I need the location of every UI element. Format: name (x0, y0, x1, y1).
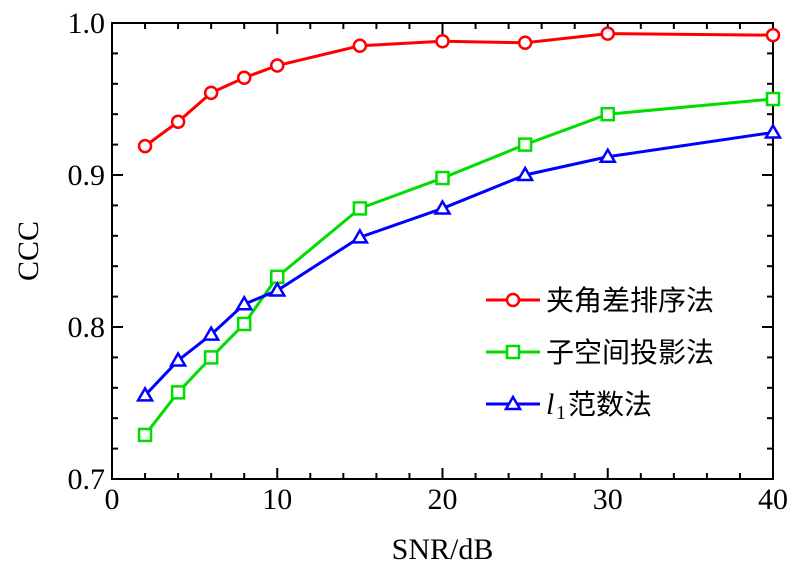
legend-item: 夹角差排序法 (486, 284, 714, 317)
data-point circle-marker (170, 114, 186, 130)
data-point square-marker (170, 385, 186, 400)
data-point square-marker (517, 137, 533, 152)
x-tick-label: 10 (262, 483, 292, 516)
data-point circle-marker (203, 85, 219, 101)
data-point circle-marker (517, 35, 533, 51)
x-tick-label: 40 (758, 483, 788, 516)
data-point triangle-marker (235, 294, 254, 311)
data-point triangle-marker (201, 325, 221, 341)
data-point square-marker (765, 91, 781, 107)
data-point circle-marker (137, 138, 153, 154)
data-point triangle-marker (763, 122, 783, 139)
series-line (143, 97, 774, 436)
data-point circle-marker (352, 38, 368, 54)
x-tick-label: 0 (105, 483, 120, 516)
series-2 (137, 91, 781, 443)
data-point circle-marker (435, 33, 450, 49)
y-tick-label: 0.9 (68, 159, 106, 192)
data-point square-marker (203, 350, 219, 365)
series-3 (135, 122, 783, 402)
legend-triangle-marker (503, 394, 523, 411)
x-axis-title: SNR/dB (392, 533, 494, 566)
data-point square-marker (435, 170, 450, 186)
data-point triangle-marker (433, 198, 452, 215)
y-axis-title: CCC (12, 221, 45, 281)
data-point square-marker (600, 106, 615, 122)
data-point circle-marker (600, 26, 615, 41)
x-tick-label: 30 (593, 483, 623, 516)
legend-label-italic: l (546, 388, 554, 421)
data-point circle-marker (270, 58, 285, 73)
legend-item: l 1 范数法 (486, 388, 652, 424)
data-point triangle-marker (598, 147, 617, 164)
legend-item: 子空间投影法 (486, 336, 714, 369)
data-point circle-marker (236, 70, 252, 85)
data-point triangle-marker (350, 227, 370, 244)
data-point triangle-marker (168, 350, 188, 367)
data-point triangle-marker (135, 385, 155, 402)
y-tick-label: 0.7 (68, 463, 106, 496)
data-point square-marker (352, 201, 368, 216)
series-line (143, 130, 774, 397)
legend-label-subscript: 1 (556, 402, 566, 424)
data-point circle-marker (765, 27, 781, 43)
legend-label: 夹角差排序法 (546, 284, 714, 317)
data-point triangle-marker (515, 165, 535, 182)
legend-label: 范数法 (568, 388, 652, 421)
series-1 (137, 26, 781, 154)
y-tick-label: 0.8 (68, 311, 106, 344)
x-tick-label: 20 (428, 483, 458, 516)
data-point square-marker (137, 427, 153, 443)
legend-circle-marker (505, 292, 521, 308)
y-tick-label: 1.0 (68, 7, 106, 40)
series-line (144, 32, 774, 148)
data-point square-marker (236, 316, 252, 332)
legend-square-marker (505, 344, 521, 360)
legend-label: 子空间投影法 (546, 336, 714, 369)
data-point triangle-marker (268, 281, 287, 297)
